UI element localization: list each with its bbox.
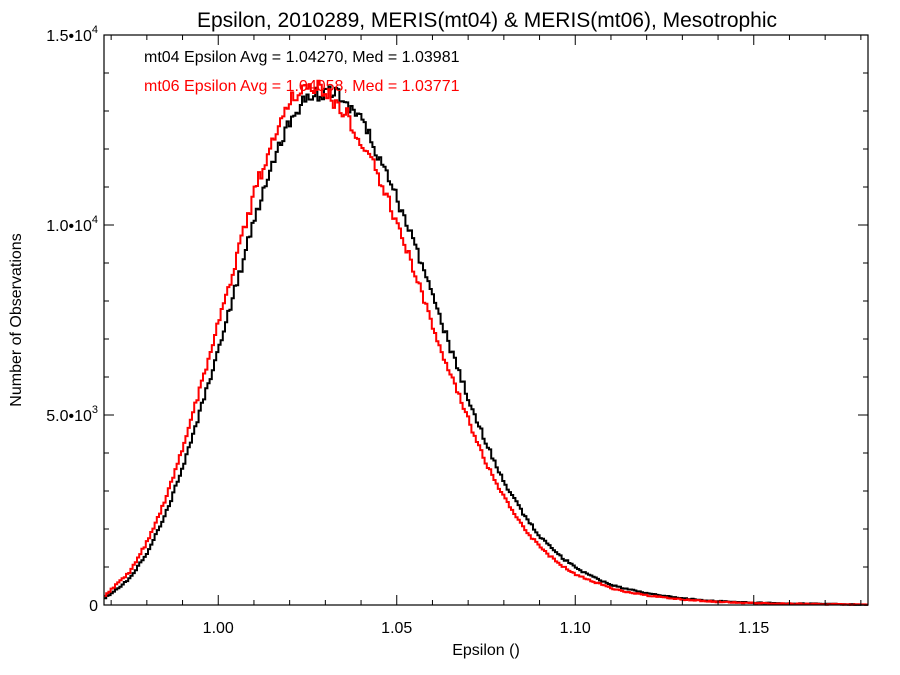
y-tick-label: 5.0•103 [46,404,98,425]
y-tick-label: 1.5•104 [46,24,98,45]
x-tick-label: 1.10 [560,620,591,637]
x-tick-label: 1.15 [738,620,769,637]
mt04-histogram-line [104,85,868,606]
plot-frame [103,34,869,606]
y-axis-label: Number of Observations [8,233,25,406]
y-tick-label: 0 [89,598,98,615]
series-layer [104,79,869,606]
x-tick-label: 1.00 [203,620,234,637]
x-axis-label: Epsilon () [452,642,520,659]
mt04-stats-annotation: mt04 Epsilon Avg = 1.04270, Med = 1.0398… [144,49,460,66]
mt06-histogram-line [104,79,869,606]
y-tick-label: 1.0•104 [46,214,98,235]
x-tick-label: 1.05 [381,620,412,637]
mt06-stats-annotation: mt06 Epsilon Avg = 1.04058, Med = 1.0377… [144,78,460,95]
ticks-layer: 1.00 1.05 1.10 1.15 0 5.0•103 1.0•104 1.5•104 [46,24,868,637]
chart-title: Epsilon, 2010289, MERIS(mt04) & MERIS(mt… [197,9,777,32]
